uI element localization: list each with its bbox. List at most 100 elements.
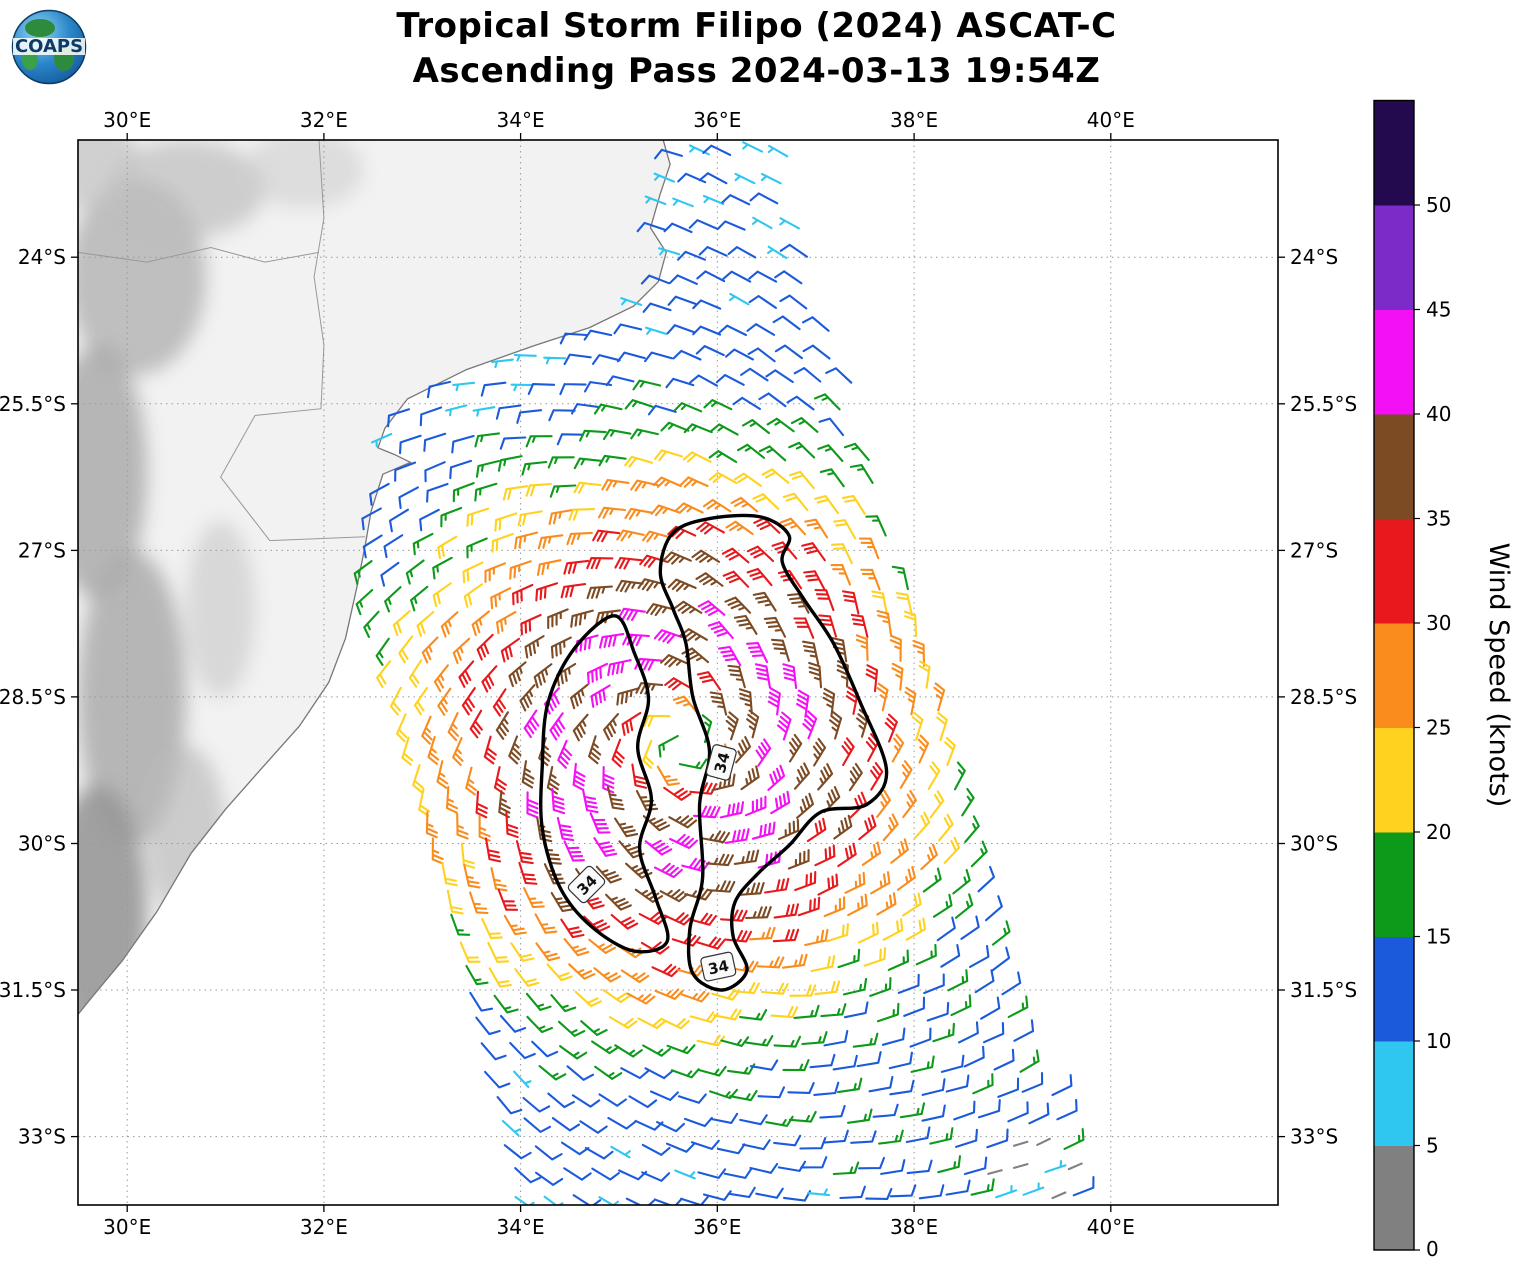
wind-barb xyxy=(1022,1182,1045,1196)
wind-barb xyxy=(897,973,920,994)
wind-barb xyxy=(630,428,659,440)
wind-barb xyxy=(849,791,867,819)
map-border xyxy=(77,139,1279,1206)
colorbar-segment xyxy=(1374,414,1414,519)
wind-barb xyxy=(563,1167,592,1181)
wind-barb xyxy=(398,635,414,664)
wind-barb xyxy=(751,821,776,840)
wind-barb xyxy=(751,216,773,230)
wind-barb xyxy=(926,1001,950,1022)
wind-barb xyxy=(814,588,835,612)
wind-barb xyxy=(746,567,773,587)
wind-barb xyxy=(650,504,680,517)
wind-barb xyxy=(813,1081,840,1096)
wind-barb xyxy=(556,433,585,446)
wind-barb xyxy=(696,671,722,691)
wind-barb xyxy=(709,691,728,716)
wind-barb xyxy=(662,551,692,565)
wind-barb xyxy=(807,1188,831,1197)
wind-barb xyxy=(537,534,564,550)
wind-barb xyxy=(670,1068,700,1079)
wind-barb xyxy=(459,941,481,963)
wind-barb xyxy=(808,661,823,689)
wind-barb xyxy=(517,510,543,527)
wind-barb xyxy=(475,1016,501,1036)
wind-barb xyxy=(995,1185,1018,1199)
colorbar-segment xyxy=(1374,100,1414,206)
wind-barb xyxy=(508,661,527,688)
wind-barb xyxy=(810,955,836,973)
wind-barb xyxy=(719,801,745,819)
colorbar-tick-label: 45 xyxy=(1426,298,1451,322)
wind-barb xyxy=(615,579,644,593)
wind-barb xyxy=(720,1036,750,1047)
wind-barb xyxy=(607,1116,637,1130)
wind-barb xyxy=(437,687,452,716)
wind-barb xyxy=(927,761,941,791)
wind-barb xyxy=(452,737,464,767)
wind-barb xyxy=(644,1067,674,1080)
wind-barb xyxy=(727,246,757,259)
wind-barb xyxy=(696,1034,726,1047)
wind-barb xyxy=(647,404,677,416)
wind-barb xyxy=(599,632,625,649)
wind-barb xyxy=(779,243,809,258)
wind-barb xyxy=(514,1167,542,1184)
wind-barb xyxy=(781,953,808,969)
wind-barb xyxy=(688,144,711,156)
wind-barb xyxy=(888,1051,913,1070)
wind-barb xyxy=(921,1078,946,1096)
colorbar-label: Wind Speed (knots) xyxy=(1483,543,1513,808)
wind-barb xyxy=(591,1167,620,1181)
wind-barb xyxy=(708,471,738,485)
wind-barb xyxy=(418,788,431,817)
wind-barb xyxy=(755,738,772,767)
wind-barb xyxy=(794,871,817,892)
x-tick-label: 30°E xyxy=(103,1215,151,1239)
wind-barb xyxy=(724,929,753,943)
wind-barb xyxy=(421,636,439,664)
wind-barb xyxy=(543,356,567,365)
wind-barb xyxy=(669,833,699,850)
wind-barb xyxy=(520,613,542,636)
wind-barb xyxy=(678,758,708,770)
wind-barb xyxy=(450,913,471,936)
wind-barb xyxy=(732,396,762,411)
svg-text:34: 34 xyxy=(706,957,730,979)
wind-barb xyxy=(727,1063,756,1075)
wind-barb xyxy=(514,531,539,550)
wind-barb xyxy=(703,399,733,411)
wind-barb xyxy=(782,663,798,690)
wind-barb xyxy=(426,482,449,503)
wind-barb xyxy=(836,1077,863,1094)
wind-barb xyxy=(777,569,803,590)
wind-barb xyxy=(761,468,790,484)
wind-barb xyxy=(624,455,654,468)
wind-barb xyxy=(739,1114,768,1126)
wind-barb xyxy=(550,994,577,1013)
wind-barb xyxy=(440,506,463,528)
contour-label: 34 xyxy=(700,951,737,982)
wind-barb xyxy=(526,1015,553,1034)
wind-barb xyxy=(716,220,746,231)
wind-barb xyxy=(741,419,770,435)
wind-barb xyxy=(614,817,639,838)
wind-barb xyxy=(782,1059,810,1072)
wind-barb xyxy=(711,773,736,792)
wind-barb xyxy=(620,969,650,984)
wind-barb xyxy=(722,570,750,588)
wind-barb xyxy=(667,295,697,306)
wind-barb xyxy=(487,941,510,964)
wind-barb xyxy=(651,963,681,978)
wind-barb xyxy=(823,896,846,918)
wind-barb xyxy=(936,916,956,942)
wind-barb xyxy=(793,617,815,639)
wind-barb xyxy=(952,868,971,895)
wind-barb xyxy=(841,494,866,515)
y-tick-label: 33°S xyxy=(1290,1125,1338,1149)
wind-barb xyxy=(363,610,380,639)
wind-barb xyxy=(445,404,468,417)
y-tick-label: 31.5°S xyxy=(0,978,66,1002)
wind-barb xyxy=(475,459,500,478)
